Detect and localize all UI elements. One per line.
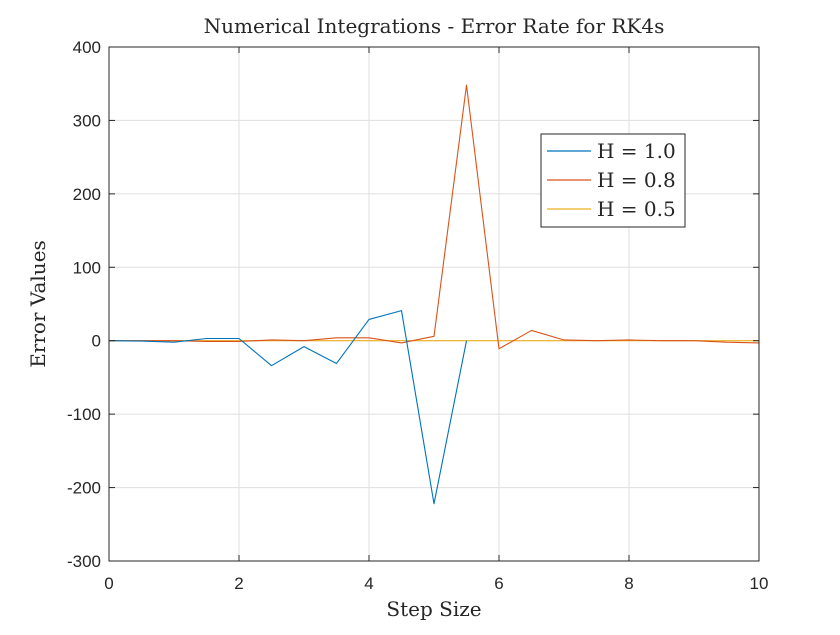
legend-items: H = 1.0 H = 0.8 H = 0.5 (547, 139, 676, 221)
y-axis-label: Error Values (26, 240, 50, 368)
y-tick-label: -100 (67, 405, 101, 424)
series-line (109, 84, 760, 350)
series-line (108, 310, 468, 505)
legend-label: H = 0.8 (597, 168, 676, 192)
y-tick-label: -200 (67, 479, 101, 498)
y-tick-label: 100 (73, 258, 101, 277)
x-tick-label: 4 (364, 574, 373, 593)
x-tick-label: 10 (750, 574, 769, 593)
y-tick-label: 200 (73, 185, 101, 204)
legend-label: H = 0.5 (597, 197, 676, 221)
y-tick-label: 400 (73, 38, 101, 57)
x-tick-label: 8 (624, 574, 633, 593)
plot-frame (108, 46, 760, 562)
series-lines (108, 84, 760, 505)
x-tick-labels: 0 2 4 6 8 10 (104, 574, 768, 593)
x-axis-label: Step Size (386, 597, 481, 621)
x-tick-label: 0 (104, 574, 113, 593)
y-tick-label: 0 (92, 332, 101, 351)
x-tick-label: 2 (234, 574, 243, 593)
tick-marks (108, 46, 760, 562)
y-tick-labels: -300 -200 -100 0 100 200 300 400 (67, 38, 101, 571)
x-tick-label: 6 (494, 574, 503, 593)
chart-title: Numerical Integrations - Error Rate for … (204, 14, 665, 38)
y-tick-label: 300 (73, 111, 101, 130)
legend-label: H = 1.0 (597, 139, 676, 163)
legend: H = 1.0 H = 0.8 H = 0.5 (540, 133, 686, 228)
y-tick-label: -300 (67, 552, 101, 571)
